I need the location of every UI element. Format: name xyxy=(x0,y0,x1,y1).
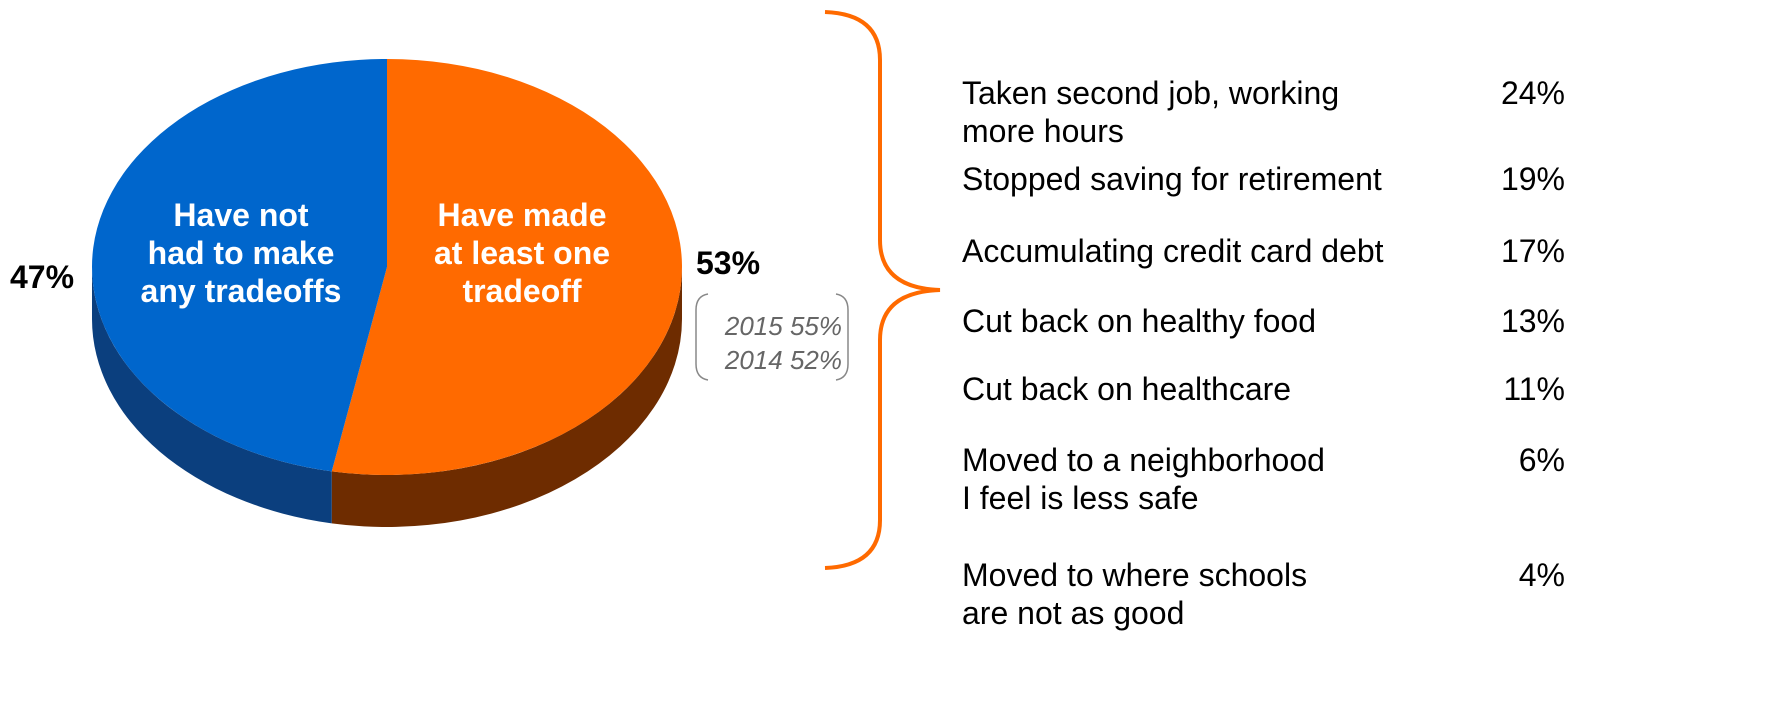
slice-side xyxy=(92,267,332,524)
tradeoff-value: 4% xyxy=(1518,557,1565,593)
tradeoff-value: 13% xyxy=(1500,303,1565,339)
slice-label: Have not had to make any tradeoffs xyxy=(140,197,342,309)
tradeoff-label: Moved to where schools are not as good xyxy=(962,557,1308,631)
slice-side xyxy=(331,267,682,527)
pie-slice xyxy=(91,59,387,472)
tradeoff-value: 24% xyxy=(1500,75,1565,111)
tradeoff-label: Taken second job, working more hours xyxy=(962,75,1340,149)
annotation: 2015 55% xyxy=(724,311,842,341)
tradeoff-label: Accumulating credit card debt xyxy=(962,233,1384,269)
tradeoff-label: Cut back on healthcare xyxy=(962,371,1292,407)
slice-label: Have made at least one tradeoff xyxy=(433,197,611,309)
tradeoff-label: Moved to a neighborhood I feel is less s… xyxy=(962,442,1325,516)
curly-brace xyxy=(824,10,941,570)
tradeoff-value: 19% xyxy=(1500,161,1565,197)
tradeoff-label: Cut back on healthy food xyxy=(962,303,1317,339)
bracket-right xyxy=(835,293,849,381)
tradeoff-value: 6% xyxy=(1518,442,1565,478)
tradeoff-value: 11% xyxy=(1503,371,1565,407)
annotation: 2014 52% xyxy=(724,345,842,375)
tradeoff-value: 17% xyxy=(1500,233,1565,269)
value-label: 47% xyxy=(10,259,75,295)
value-label: 53% xyxy=(696,245,761,281)
pie-slice xyxy=(331,59,682,475)
tradeoff-label: Stopped saving for retirement xyxy=(962,161,1382,197)
bracket-left xyxy=(695,293,709,381)
